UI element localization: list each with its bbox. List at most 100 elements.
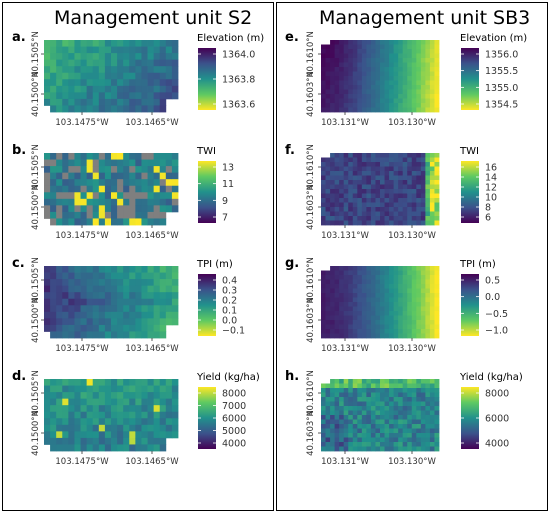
heat-cell (330, 279, 336, 285)
heat-cell (135, 324, 142, 332)
heat-cell (425, 216, 431, 221)
heat-cell (411, 202, 417, 208)
heat-cell (123, 218, 130, 226)
heat-cell (334, 184, 340, 190)
heat-cell (384, 193, 390, 199)
heat-cell (425, 275, 431, 280)
heat-cell (325, 311, 331, 316)
heat-cell (429, 266, 435, 271)
heat-cell (420, 67, 426, 72)
heat-cell (384, 62, 390, 68)
heat-cell (147, 92, 155, 100)
heat-cell (389, 58, 395, 63)
heat-cell (416, 275, 422, 280)
heat-cell (62, 292, 69, 300)
heat-cell (434, 184, 440, 190)
heat-cell (159, 40, 167, 47)
heat-cell (74, 92, 81, 100)
heat-cell (44, 166, 51, 174)
heat-cell (348, 320, 354, 325)
heat-cell (425, 157, 431, 163)
heat-cell (56, 105, 63, 113)
legend-title: Elevation (m) (460, 33, 527, 44)
heat-cell (361, 428, 367, 434)
heat-cell (129, 305, 136, 313)
heat-cell (416, 67, 422, 72)
heat-cell (352, 419, 358, 425)
heat-cell (370, 153, 376, 158)
heat-cell (339, 49, 345, 54)
heat-cell (407, 419, 413, 425)
heat-cell (330, 44, 336, 50)
heat-cell (407, 76, 413, 81)
heat-cell (366, 379, 372, 384)
heat-cell (321, 383, 326, 389)
heat-cell (398, 388, 404, 393)
heat-cell (165, 411, 173, 419)
heat-cell (429, 388, 435, 393)
heat-cell (123, 305, 130, 313)
heat-cell (393, 211, 399, 217)
heat-cell (361, 401, 367, 407)
heat-cell (370, 311, 376, 316)
heat-cell (370, 202, 376, 208)
heat-cell (98, 218, 106, 226)
heat-cell (370, 379, 376, 384)
heat-cell (92, 172, 100, 180)
heat-cell (68, 292, 75, 300)
legend-title: Elevation (m) (197, 33, 264, 44)
heat-cell (370, 198, 376, 203)
heat-cell (348, 379, 354, 384)
heat-cell (56, 59, 63, 67)
heat-cell (407, 424, 413, 429)
heat-cell (416, 401, 422, 407)
heat-cell (171, 79, 179, 87)
heat-cell (420, 266, 426, 271)
heat-cell (348, 306, 354, 312)
heat-cell (159, 424, 167, 432)
heat-cell (402, 49, 408, 54)
heat-cell (352, 175, 358, 181)
heat-cell (357, 297, 363, 303)
heat-cell (56, 266, 63, 273)
heat-cell (402, 320, 408, 325)
heat-cell (416, 220, 422, 226)
heat-cell (398, 211, 404, 217)
heat-cell (147, 398, 155, 406)
heat-cell (330, 446, 336, 452)
y-tick-label: 40.1500°N (31, 184, 41, 230)
heat-cell (325, 284, 331, 289)
heat-cell (348, 207, 354, 212)
heat-cell (104, 153, 112, 160)
heat-cell (384, 85, 390, 90)
heat-cell (74, 266, 81, 273)
heat-cell (165, 166, 173, 174)
heat-cell (334, 401, 340, 407)
heat-cell (50, 418, 57, 426)
heat-cell (165, 318, 173, 326)
heat-cell (325, 302, 331, 307)
heat-cell (104, 318, 112, 326)
heat-cell (411, 76, 417, 81)
heat-cell (434, 388, 440, 393)
heat-cell (339, 171, 345, 176)
heat-cell (44, 272, 51, 280)
heat-cell (429, 415, 435, 420)
heat-cell (68, 266, 75, 273)
heat-cell (321, 270, 326, 276)
heat-cell (366, 446, 372, 452)
heat-cell (117, 437, 124, 445)
heat-cell (384, 198, 390, 203)
heat-cell (80, 311, 88, 319)
heat-cell (407, 311, 413, 316)
heat-cell (370, 58, 376, 63)
heat-cell (370, 211, 376, 217)
heat-cell (111, 385, 118, 393)
heat-cell (357, 162, 363, 167)
heat-cell (402, 446, 408, 452)
heat-cell (389, 76, 395, 81)
heat-cell (429, 446, 435, 452)
heat-cell (398, 302, 404, 307)
heat-cell (153, 185, 161, 193)
heat-cell (129, 66, 136, 74)
